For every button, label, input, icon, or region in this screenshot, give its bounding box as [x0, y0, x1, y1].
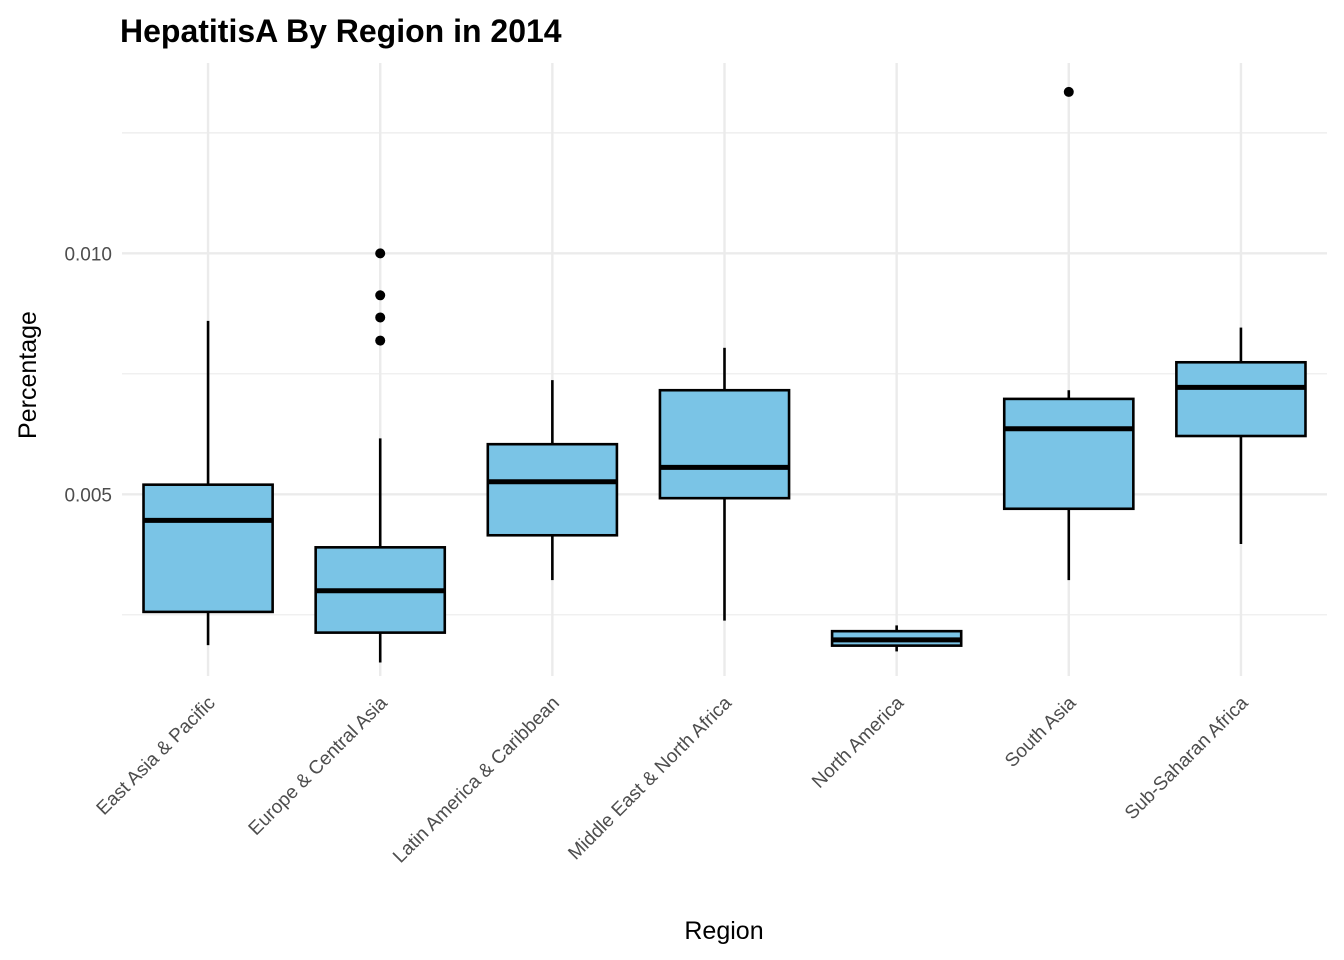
- box-4: [658, 347, 791, 621]
- outlier-point: [375, 290, 386, 301]
- box-iqr: [1175, 360, 1307, 438]
- box-3: [486, 380, 619, 581]
- outlier-point: [1063, 86, 1074, 97]
- outlier-point: [375, 335, 386, 346]
- box-5: [830, 625, 963, 652]
- box-iqr: [486, 442, 619, 537]
- box-1: [142, 320, 274, 646]
- x-tick-label: North America: [808, 692, 908, 792]
- box-6: [1002, 86, 1135, 581]
- y-axis-ticks: 0.005 0.010: [64, 244, 112, 506]
- x-tick-label: South Asia: [1001, 692, 1080, 771]
- chart-title: HepatitisA By Region in 2014: [120, 13, 562, 49]
- box-iqr: [1002, 397, 1135, 511]
- x-tick-label: Europe & Central Asia: [245, 692, 392, 839]
- box-iqr: [658, 388, 791, 500]
- x-tick-label: Middle East & North Africa: [564, 692, 736, 864]
- y-tick-label: 0.005: [64, 485, 112, 506]
- outlier-point: [375, 248, 386, 259]
- box-2: [314, 248, 447, 663]
- x-tick-label: East Asia & Pacific: [93, 693, 220, 820]
- boxes: [142, 86, 1307, 663]
- x-tick-label: Latin America & Caribbean: [389, 693, 564, 868]
- y-tick-label: 0.010: [64, 244, 112, 265]
- y-axis-label: Percentage: [14, 311, 42, 439]
- box-7: [1175, 327, 1307, 544]
- x-axis-ticks: East Asia & Pacific Europe & Central Asia…: [93, 692, 1253, 867]
- x-axis-label: Region: [684, 917, 763, 945]
- box-iqr: [142, 483, 274, 614]
- x-tick-label: Sub-Saharan Africa: [1121, 692, 1253, 824]
- outlier-point: [375, 312, 386, 323]
